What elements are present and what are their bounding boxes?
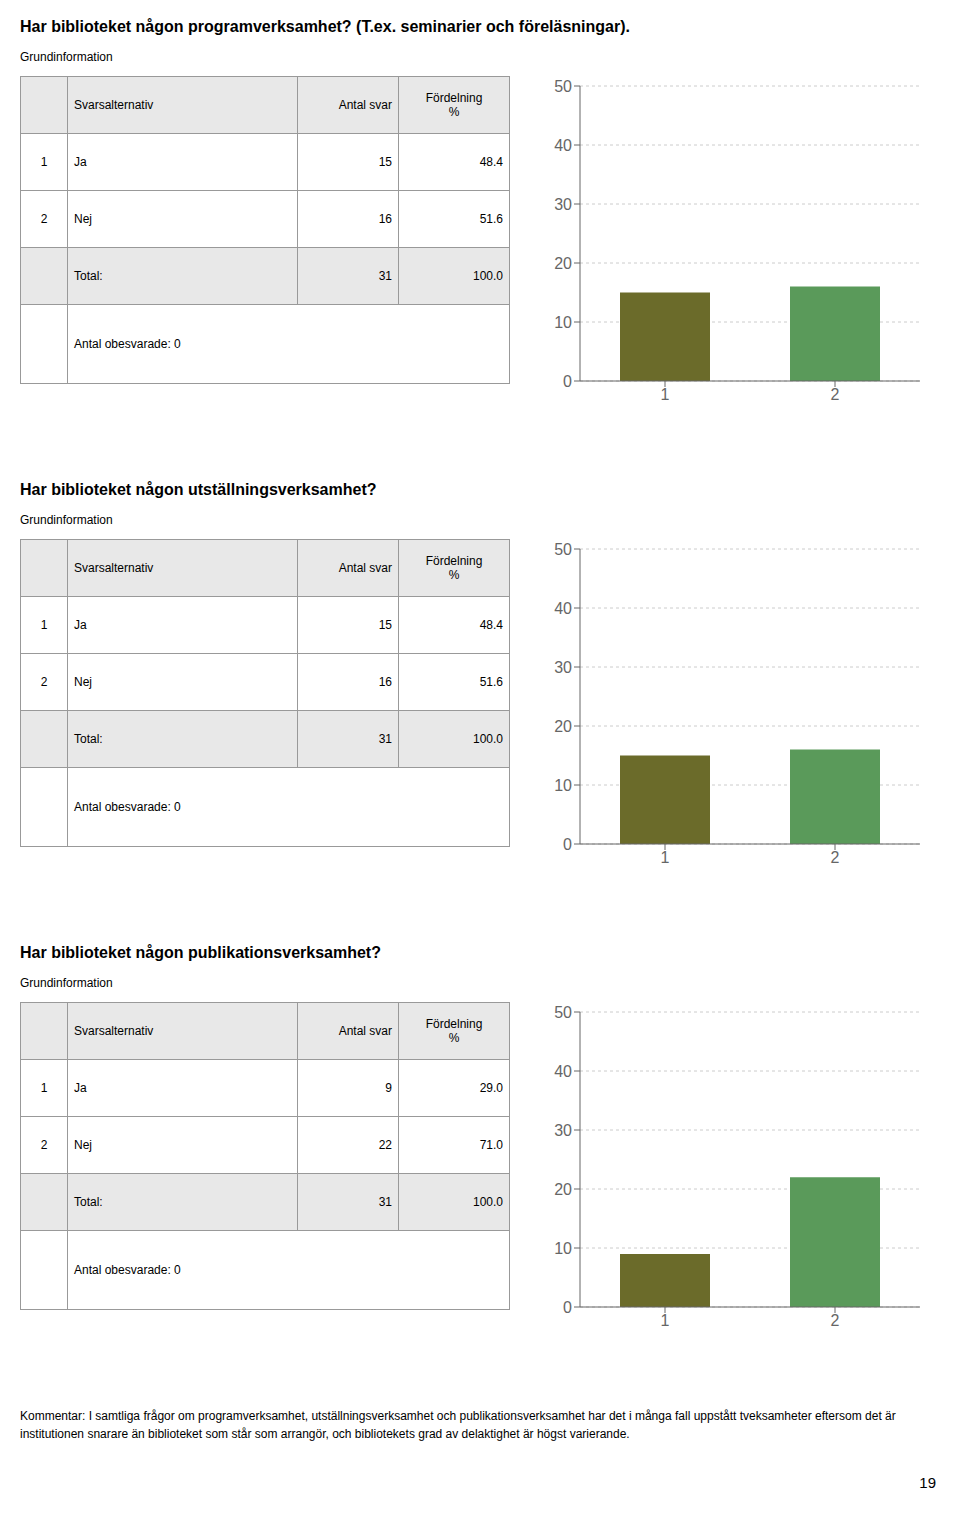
svg-text:0: 0 xyxy=(563,373,572,390)
svg-text:50: 50 xyxy=(554,541,572,558)
svg-text:30: 30 xyxy=(554,659,572,676)
html-text:15: 15 xyxy=(378,155,392,169)
svg-text:1: 1 xyxy=(661,386,670,403)
html-text:Antal obesvarade: 0: Antal obesvarade: 0 xyxy=(74,1263,181,1277)
html-text:Ja: Ja xyxy=(74,1081,87,1095)
html-text:48.4: 48.4 xyxy=(479,618,503,632)
svg-text:50: 50 xyxy=(554,1004,572,1021)
html-text:2: 2 xyxy=(40,675,48,689)
html-text:Total:: Total: xyxy=(74,732,103,746)
svg-text:0: 0 xyxy=(563,1299,572,1316)
html-text:1: 1 xyxy=(40,155,48,169)
svg-text:1: 1 xyxy=(661,1312,670,1329)
svg-text:30: 30 xyxy=(554,1122,572,1139)
svg-text:20: 20 xyxy=(554,718,572,735)
html-text:9: 9 xyxy=(385,1081,392,1095)
html-text:Grundinformation: Grundinformation xyxy=(20,976,113,990)
svg-text:1: 1 xyxy=(661,849,670,866)
html-text:48.4: 48.4 xyxy=(479,155,503,169)
svg-text:10: 10 xyxy=(554,314,572,331)
html-text:Svarsalternativ: Svarsalternativ xyxy=(74,1024,154,1038)
html-text:1: 1 xyxy=(40,618,48,632)
svg-text:10: 10 xyxy=(554,777,572,794)
html-text:Fördelning %: Fördelning % xyxy=(425,554,483,582)
html-text:31: 31 xyxy=(378,732,392,746)
svg-text:0: 0 xyxy=(563,836,572,853)
svg-text:10: 10 xyxy=(554,1240,572,1257)
html-text:Svarsalternativ: Svarsalternativ xyxy=(74,561,154,575)
html-text:Har biblioteket någon publikat: Har biblioteket någon publikationsverksa… xyxy=(20,944,381,961)
html-text:100.0: 100.0 xyxy=(473,269,503,283)
html-text:19: 19 xyxy=(919,1474,936,1491)
html-text:51.6: 51.6 xyxy=(479,675,503,689)
html-text:Har biblioteket någon programv: Har biblioteket någon programverksamhet?… xyxy=(20,18,630,35)
svg-text:20: 20 xyxy=(554,1181,572,1198)
svg-text:2: 2 xyxy=(831,1312,840,1329)
html-text:Nej: Nej xyxy=(74,675,92,689)
html-text:Antal svar: Antal svar xyxy=(338,561,392,575)
html-text:Grundinformation: Grundinformation xyxy=(20,513,113,527)
html-text:100.0: 100.0 xyxy=(473,1195,503,1209)
html-text:16: 16 xyxy=(378,212,392,226)
html-text:71.0: 71.0 xyxy=(479,1138,503,1152)
html-text:100.0: 100.0 xyxy=(473,732,503,746)
html-text:31: 31 xyxy=(378,269,392,283)
html-text:Antal svar: Antal svar xyxy=(338,1024,392,1038)
svg-text:20: 20 xyxy=(554,255,572,272)
svg-text:40: 40 xyxy=(554,1063,572,1080)
html-text:Antal svar: Antal svar xyxy=(338,98,392,112)
html-text:31: 31 xyxy=(378,1195,392,1209)
svg-text:40: 40 xyxy=(554,600,572,617)
html-text:Total:: Total: xyxy=(74,1195,103,1209)
svg-text:40: 40 xyxy=(554,137,572,154)
html-text:Fördelning %: Fördelning % xyxy=(425,91,483,119)
html-text:22: 22 xyxy=(378,1138,392,1152)
html-text:Total:: Total: xyxy=(74,269,103,283)
html-text:Kommentar: I samtliga frågor o: Kommentar: I samtliga frågor om programv… xyxy=(20,1409,896,1441)
html-text:Nej: Nej xyxy=(74,1138,92,1152)
html-text:Antal obesvarade: 0: Antal obesvarade: 0 xyxy=(74,800,181,814)
html-text:Ja: Ja xyxy=(74,155,87,169)
html-text:1: 1 xyxy=(40,1081,48,1095)
svg-text:30: 30 xyxy=(554,196,572,213)
html-text:16: 16 xyxy=(378,675,392,689)
html-text:51.6: 51.6 xyxy=(479,212,503,226)
html-text:2: 2 xyxy=(40,212,48,226)
html-text:Grundinformation: Grundinformation xyxy=(20,50,113,64)
html-text:Antal obesvarade: 0: Antal obesvarade: 0 xyxy=(74,337,181,351)
html-text:Fördelning %: Fördelning % xyxy=(425,1017,483,1045)
html-text:Nej: Nej xyxy=(74,212,92,226)
html-text:29.0: 29.0 xyxy=(479,1081,503,1095)
html-text:2: 2 xyxy=(40,1138,48,1152)
html-text:Ja: Ja xyxy=(74,618,87,632)
svg-text:50: 50 xyxy=(554,78,572,95)
html-text:15: 15 xyxy=(378,618,392,632)
html-text:Har biblioteket någon utställn: Har biblioteket någon utställningsverksa… xyxy=(20,481,377,498)
svg-text:2: 2 xyxy=(831,849,840,866)
html-text:Svarsalternativ: Svarsalternativ xyxy=(74,98,154,112)
svg-text:2: 2 xyxy=(831,386,840,403)
